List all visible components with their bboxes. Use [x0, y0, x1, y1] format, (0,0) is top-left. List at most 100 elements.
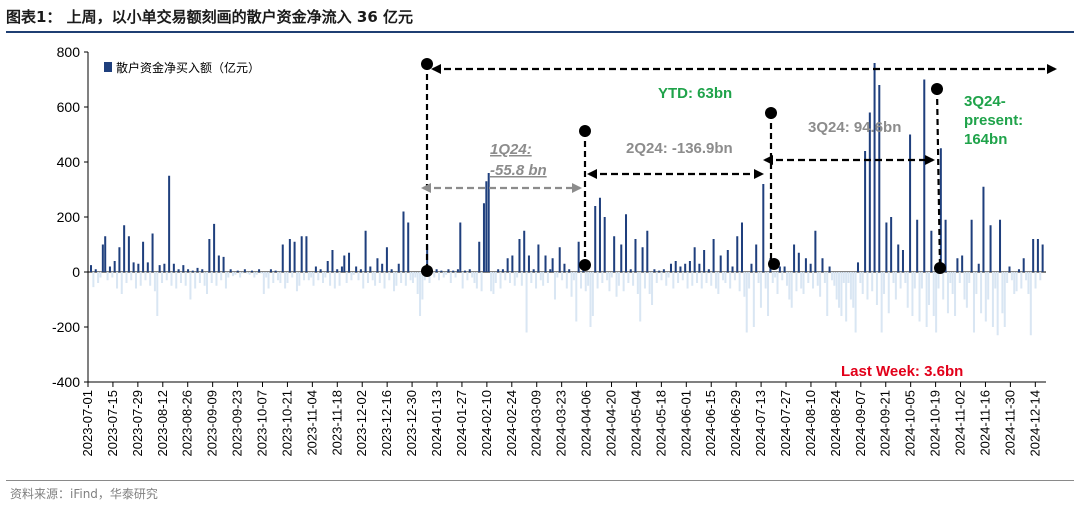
bar-positive [864, 151, 867, 272]
bar-negative [816, 272, 819, 286]
axes-group [87, 52, 1046, 383]
q3p-bottom-dot [934, 262, 946, 274]
bar-positive [885, 222, 888, 272]
bar-negative [991, 272, 994, 327]
bar-positive [999, 219, 1002, 272]
bar-negative [774, 272, 777, 278]
bar-positive [385, 247, 388, 272]
bar-positive [108, 266, 111, 272]
bar-negative [838, 272, 841, 308]
bar-positive [213, 223, 216, 273]
bar-positive [613, 236, 616, 272]
bar-negative [99, 272, 102, 278]
bar-negative [996, 272, 999, 336]
bar-negative [935, 272, 938, 333]
bar-negative [887, 272, 890, 314]
q2-label: 2Q24: -136.9bn [626, 140, 733, 157]
bar-negative [601, 272, 604, 283]
bar-negative [535, 272, 538, 289]
bar-negative [139, 272, 142, 286]
bar-positive [343, 255, 346, 272]
bar-positive [127, 236, 130, 272]
bar-positive [731, 266, 734, 272]
bar-negative [925, 272, 928, 327]
x-tick-label: 2024-05-04 [628, 390, 643, 457]
bar-positive [620, 244, 623, 272]
x-tick-label: 2024-07-27 [778, 390, 793, 457]
bar-negative [234, 272, 237, 275]
x-tick-label: 2023-12-16 [379, 390, 394, 457]
bar-positive [452, 270, 455, 273]
bar-negative [790, 272, 793, 308]
bar-negative [972, 272, 975, 333]
bar-positive [679, 266, 682, 272]
bar-negative [520, 272, 523, 286]
x-tick-label: 2023-07-15 [105, 390, 120, 457]
bar-negative [880, 272, 883, 333]
bar-negative [984, 272, 987, 322]
bars-group [90, 63, 1044, 336]
bar-negative [1015, 272, 1018, 292]
bar-negative [480, 272, 483, 292]
bar-negative [492, 272, 495, 294]
bar-positive [177, 269, 180, 272]
source-note: 资料来源：iFind，华泰研究 [10, 487, 158, 501]
bar-negative [303, 272, 306, 281]
x-tick-label: 2024-06-01 [678, 390, 693, 457]
x-tick-label: 2024-02-24 [504, 390, 519, 457]
bar-positive [662, 269, 665, 272]
bar-negative [350, 272, 353, 281]
last-week-label: Last Week: 3.6bn [841, 363, 963, 380]
bar-negative [357, 272, 360, 281]
bar-negative [677, 272, 680, 283]
bar-negative [345, 272, 348, 283]
bar-positive [501, 269, 504, 272]
bar-negative [745, 272, 748, 333]
bar-negative [883, 272, 886, 294]
bar-positive [269, 269, 272, 272]
bar-negative [312, 272, 315, 286]
ytd-top-dot [421, 58, 433, 70]
bar-positive [909, 134, 912, 272]
y-tick-label: -200 [52, 319, 80, 335]
bar-negative [622, 272, 625, 292]
y-tick-label: 400 [57, 154, 81, 170]
bar-positive [558, 247, 561, 272]
bar-negative [1013, 272, 1016, 294]
bar-positive [326, 261, 329, 272]
bar-positive [1008, 266, 1011, 272]
bar-negative [840, 272, 843, 316]
x-tick-label: 2024-03-09 [529, 390, 544, 457]
bar-negative [1029, 272, 1032, 336]
bar-negative [733, 272, 736, 281]
bar-positive [698, 263, 701, 272]
bar-negative [504, 272, 507, 281]
x-ticks-group: 2023-07-01 2023-07-15 2023-07-29 2023-08-12… [80, 382, 1042, 457]
bar-positive [688, 261, 691, 272]
x-tick-label: 2023-10-07 [255, 390, 270, 457]
bar-negative [416, 272, 419, 294]
bar-positive [191, 270, 194, 273]
bar-positive [435, 269, 438, 272]
q2-bottom-dot [579, 259, 591, 271]
bar-negative [610, 272, 613, 278]
bar-negative [942, 272, 945, 300]
bar-negative [286, 272, 289, 283]
bar-positive [625, 214, 628, 272]
bar-positive [563, 263, 566, 272]
bar-positive [464, 270, 467, 273]
bar-positive [348, 252, 351, 272]
bar-negative [224, 272, 227, 289]
bar-positive [551, 258, 554, 272]
bar-positive [407, 222, 410, 272]
bar-negative [272, 272, 275, 283]
bar-positive [693, 247, 696, 272]
q3-bottom-dot [768, 258, 780, 270]
bar-negative [648, 272, 651, 294]
bar-positive [300, 236, 303, 272]
bar-negative [388, 272, 391, 281]
bar-positive [146, 262, 149, 273]
bar-positive [804, 258, 807, 272]
x-tick-label: 2024-07-13 [753, 390, 768, 457]
bar-negative [317, 272, 320, 281]
